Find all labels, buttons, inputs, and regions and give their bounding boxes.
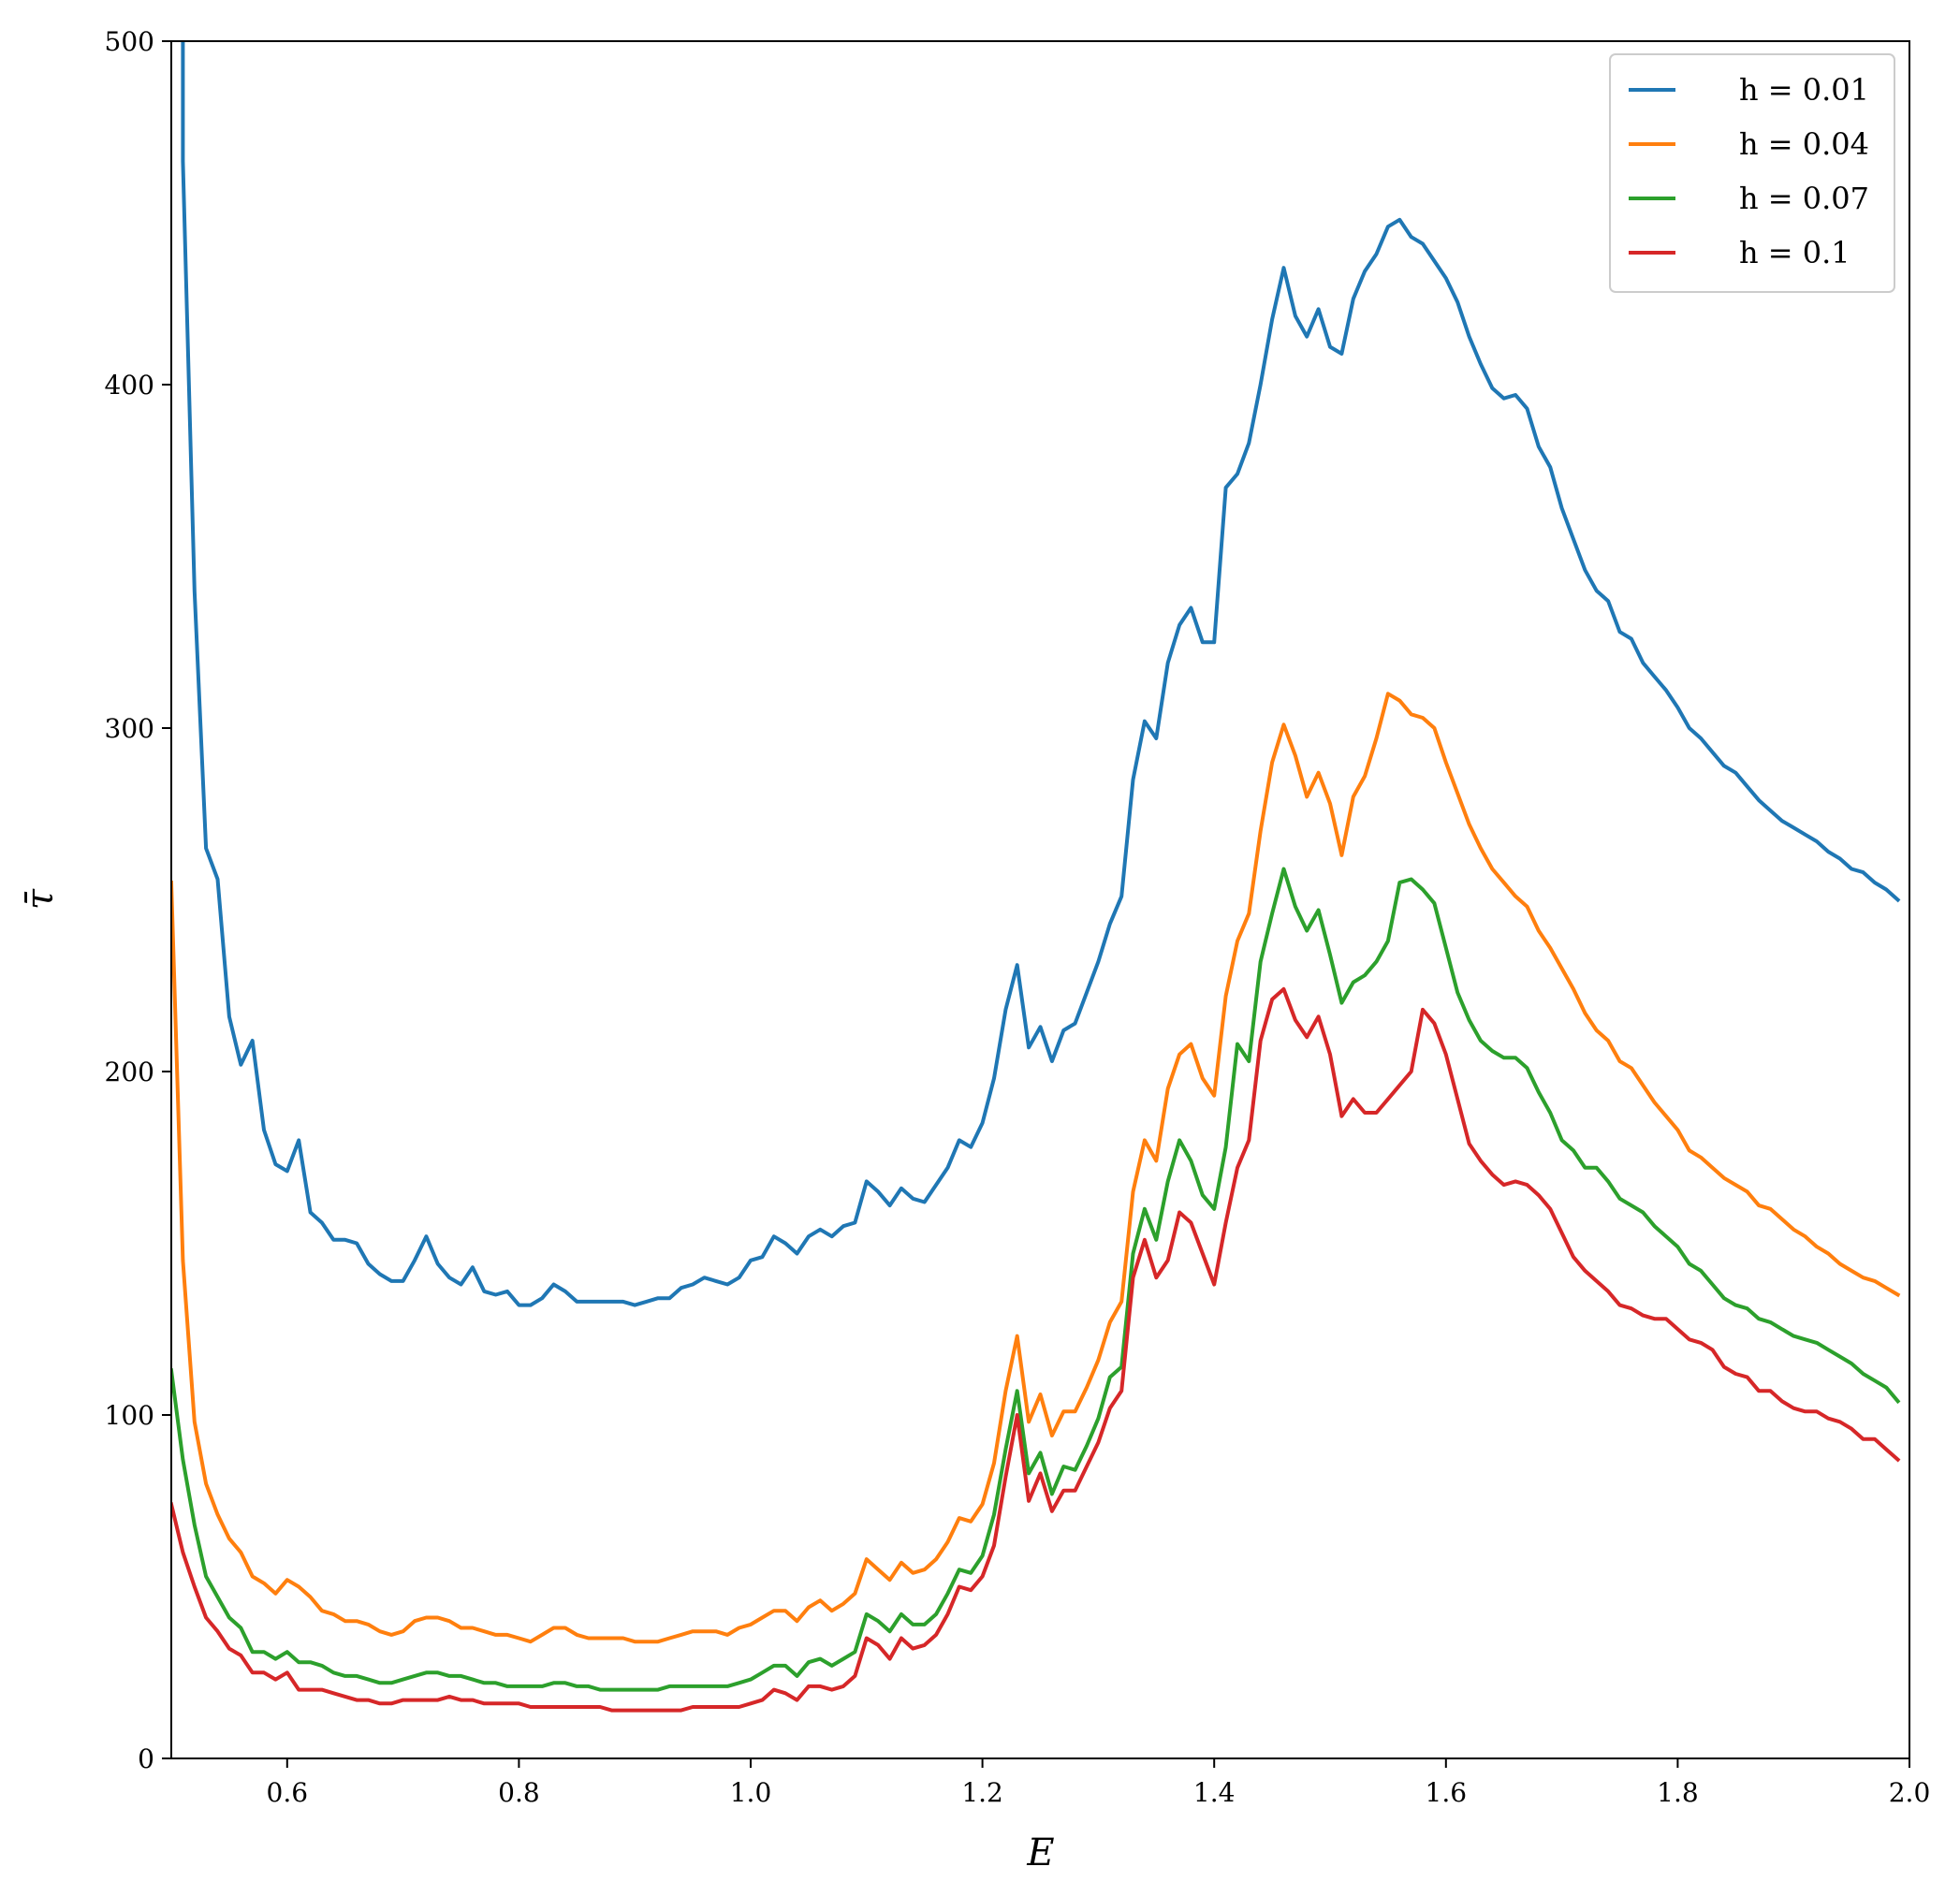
legend-box xyxy=(1609,53,1895,293)
series-line-3 xyxy=(171,867,1901,1692)
y-tick-label: 200 xyxy=(105,1057,154,1087)
y-tick-label: 400 xyxy=(105,370,154,401)
series-line-4 xyxy=(171,986,1901,1713)
series-line-2 xyxy=(171,692,1901,1644)
legend-label-1: h = 0.01 xyxy=(1739,72,1869,108)
y-axis: 0 100 200 300 400 500 xyxy=(105,26,171,1774)
series-line-1 xyxy=(181,41,1901,1307)
x-tick-label: 0.8 xyxy=(498,1777,540,1808)
series-layer xyxy=(171,41,1901,1713)
legend-label-2: h = 0.04 xyxy=(1739,126,1869,162)
x-axis: 0.6 0.8 1.0 1.2 1.4 1.6 1.8 2.0 xyxy=(267,1758,1931,1808)
x-tick-label: 0.6 xyxy=(267,1777,309,1808)
x-tick-label: 1.2 xyxy=(961,1777,1003,1808)
legend-label-4: h = 0.1 xyxy=(1739,235,1850,270)
y-tick-label: 0 xyxy=(138,1743,154,1774)
legend: h = 0.01 h = 0.04 h = 0.07 h = 0.1 xyxy=(1609,53,1895,293)
plot-frame xyxy=(170,40,1910,1759)
x-tick-label: 1.0 xyxy=(730,1777,772,1808)
x-tick-label: 2.0 xyxy=(1889,1777,1931,1808)
x-tick-label: 1.6 xyxy=(1426,1777,1468,1808)
x-tick-label: 1.8 xyxy=(1657,1777,1699,1808)
legend-label-3: h = 0.07 xyxy=(1739,181,1869,216)
y-tick-label: 300 xyxy=(105,713,154,744)
y-tick-label: 100 xyxy=(105,1400,154,1431)
x-tick-label: 1.4 xyxy=(1193,1777,1236,1808)
y-tick-label: 500 xyxy=(105,26,154,57)
y-axis-label: τ̄ xyxy=(19,888,62,910)
x-axis-label: E xyxy=(1026,1831,1054,1874)
